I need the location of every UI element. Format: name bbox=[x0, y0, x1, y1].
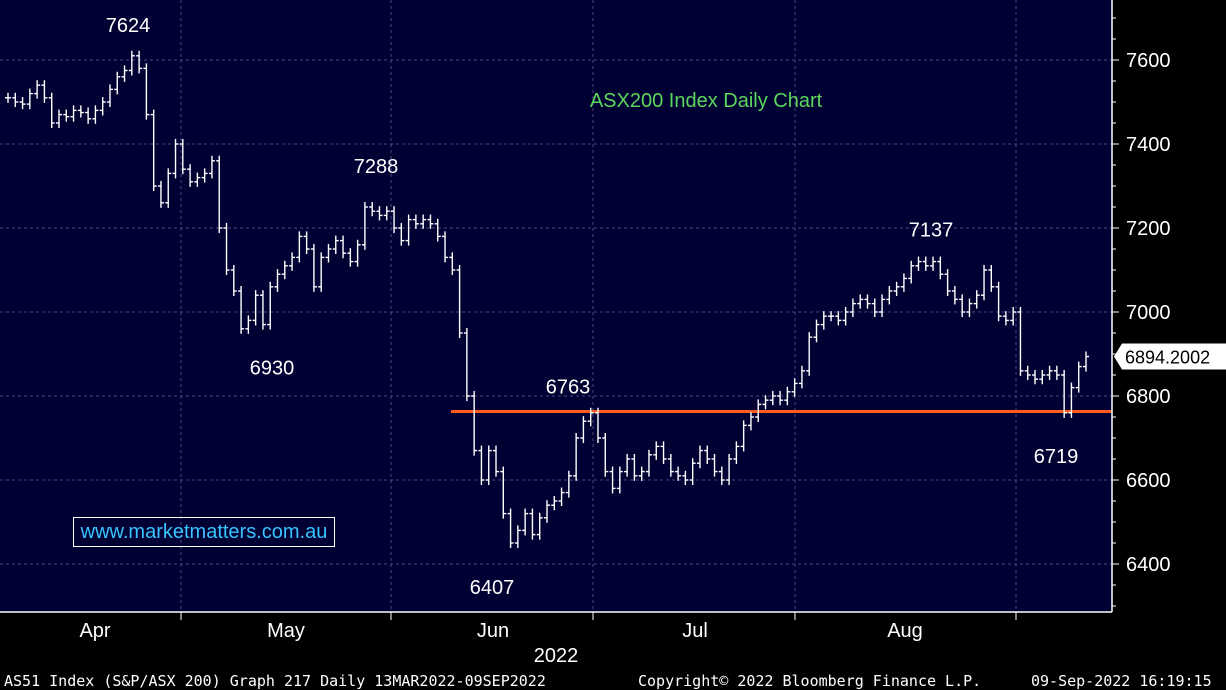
y-tick-label: 7600 bbox=[1126, 50, 1171, 72]
annotation-label: 6763 bbox=[546, 377, 591, 399]
annotations: 7624 7288 6930 6763 6407 7137 6719 bbox=[106, 15, 1079, 599]
annotation-label: 7624 bbox=[106, 15, 151, 37]
footer-bar: AS51 Index (S&P/ASX 200) Graph 217 Daily… bbox=[0, 670, 1226, 690]
last-value-tag: 6894.2002 bbox=[1114, 343, 1226, 370]
y-tick-label: 6800 bbox=[1126, 386, 1171, 408]
footer-timestamp: 09-Sep-2022 16:19:15 bbox=[1031, 672, 1212, 690]
y-tick-label: 7000 bbox=[1126, 302, 1171, 324]
chart-title: ASX200 Index Daily Chart bbox=[590, 90, 823, 112]
last-value-box bbox=[1114, 343, 1226, 370]
annotation-label: 6719 bbox=[1034, 446, 1079, 468]
year-label: 2022 bbox=[534, 645, 579, 667]
y-tick-label: 6600 bbox=[1126, 470, 1171, 492]
watermark-link[interactable]: www.marketmatters.com.au bbox=[73, 517, 335, 547]
grid-lines bbox=[0, 0, 1112, 612]
x-axis: Apr May Jun Jul Aug bbox=[0, 611, 1112, 642]
plot-area bbox=[0, 0, 1112, 612]
annotation-label: 7288 bbox=[354, 156, 399, 178]
footer-left: AS51 Index (S&P/ASX 200) Graph 217 Daily… bbox=[4, 672, 546, 690]
price-series bbox=[5, 50, 1089, 549]
y-axis: 6400 6600 6800 7000 7200 7400 7600 bbox=[1111, 0, 1171, 612]
annotation-label: 7137 bbox=[909, 219, 954, 241]
annotation-label: 6930 bbox=[250, 357, 295, 379]
x-tick-label: Aug bbox=[887, 620, 923, 642]
x-tick-label: May bbox=[267, 620, 305, 642]
x-tick-label: Jul bbox=[682, 620, 708, 642]
last-value-label: 6894.2002 bbox=[1125, 348, 1210, 368]
x-tick-label: Apr bbox=[79, 620, 110, 642]
y-tick-label: 6400 bbox=[1126, 554, 1171, 576]
footer-copyright: Copyright© 2022 Bloomberg Finance L.P. bbox=[638, 672, 982, 690]
y-tick-label: 7200 bbox=[1126, 218, 1171, 240]
annotation-label: 6407 bbox=[470, 577, 515, 599]
y-tick-label: 7400 bbox=[1126, 134, 1171, 156]
x-tick-label: Jun bbox=[477, 620, 509, 642]
